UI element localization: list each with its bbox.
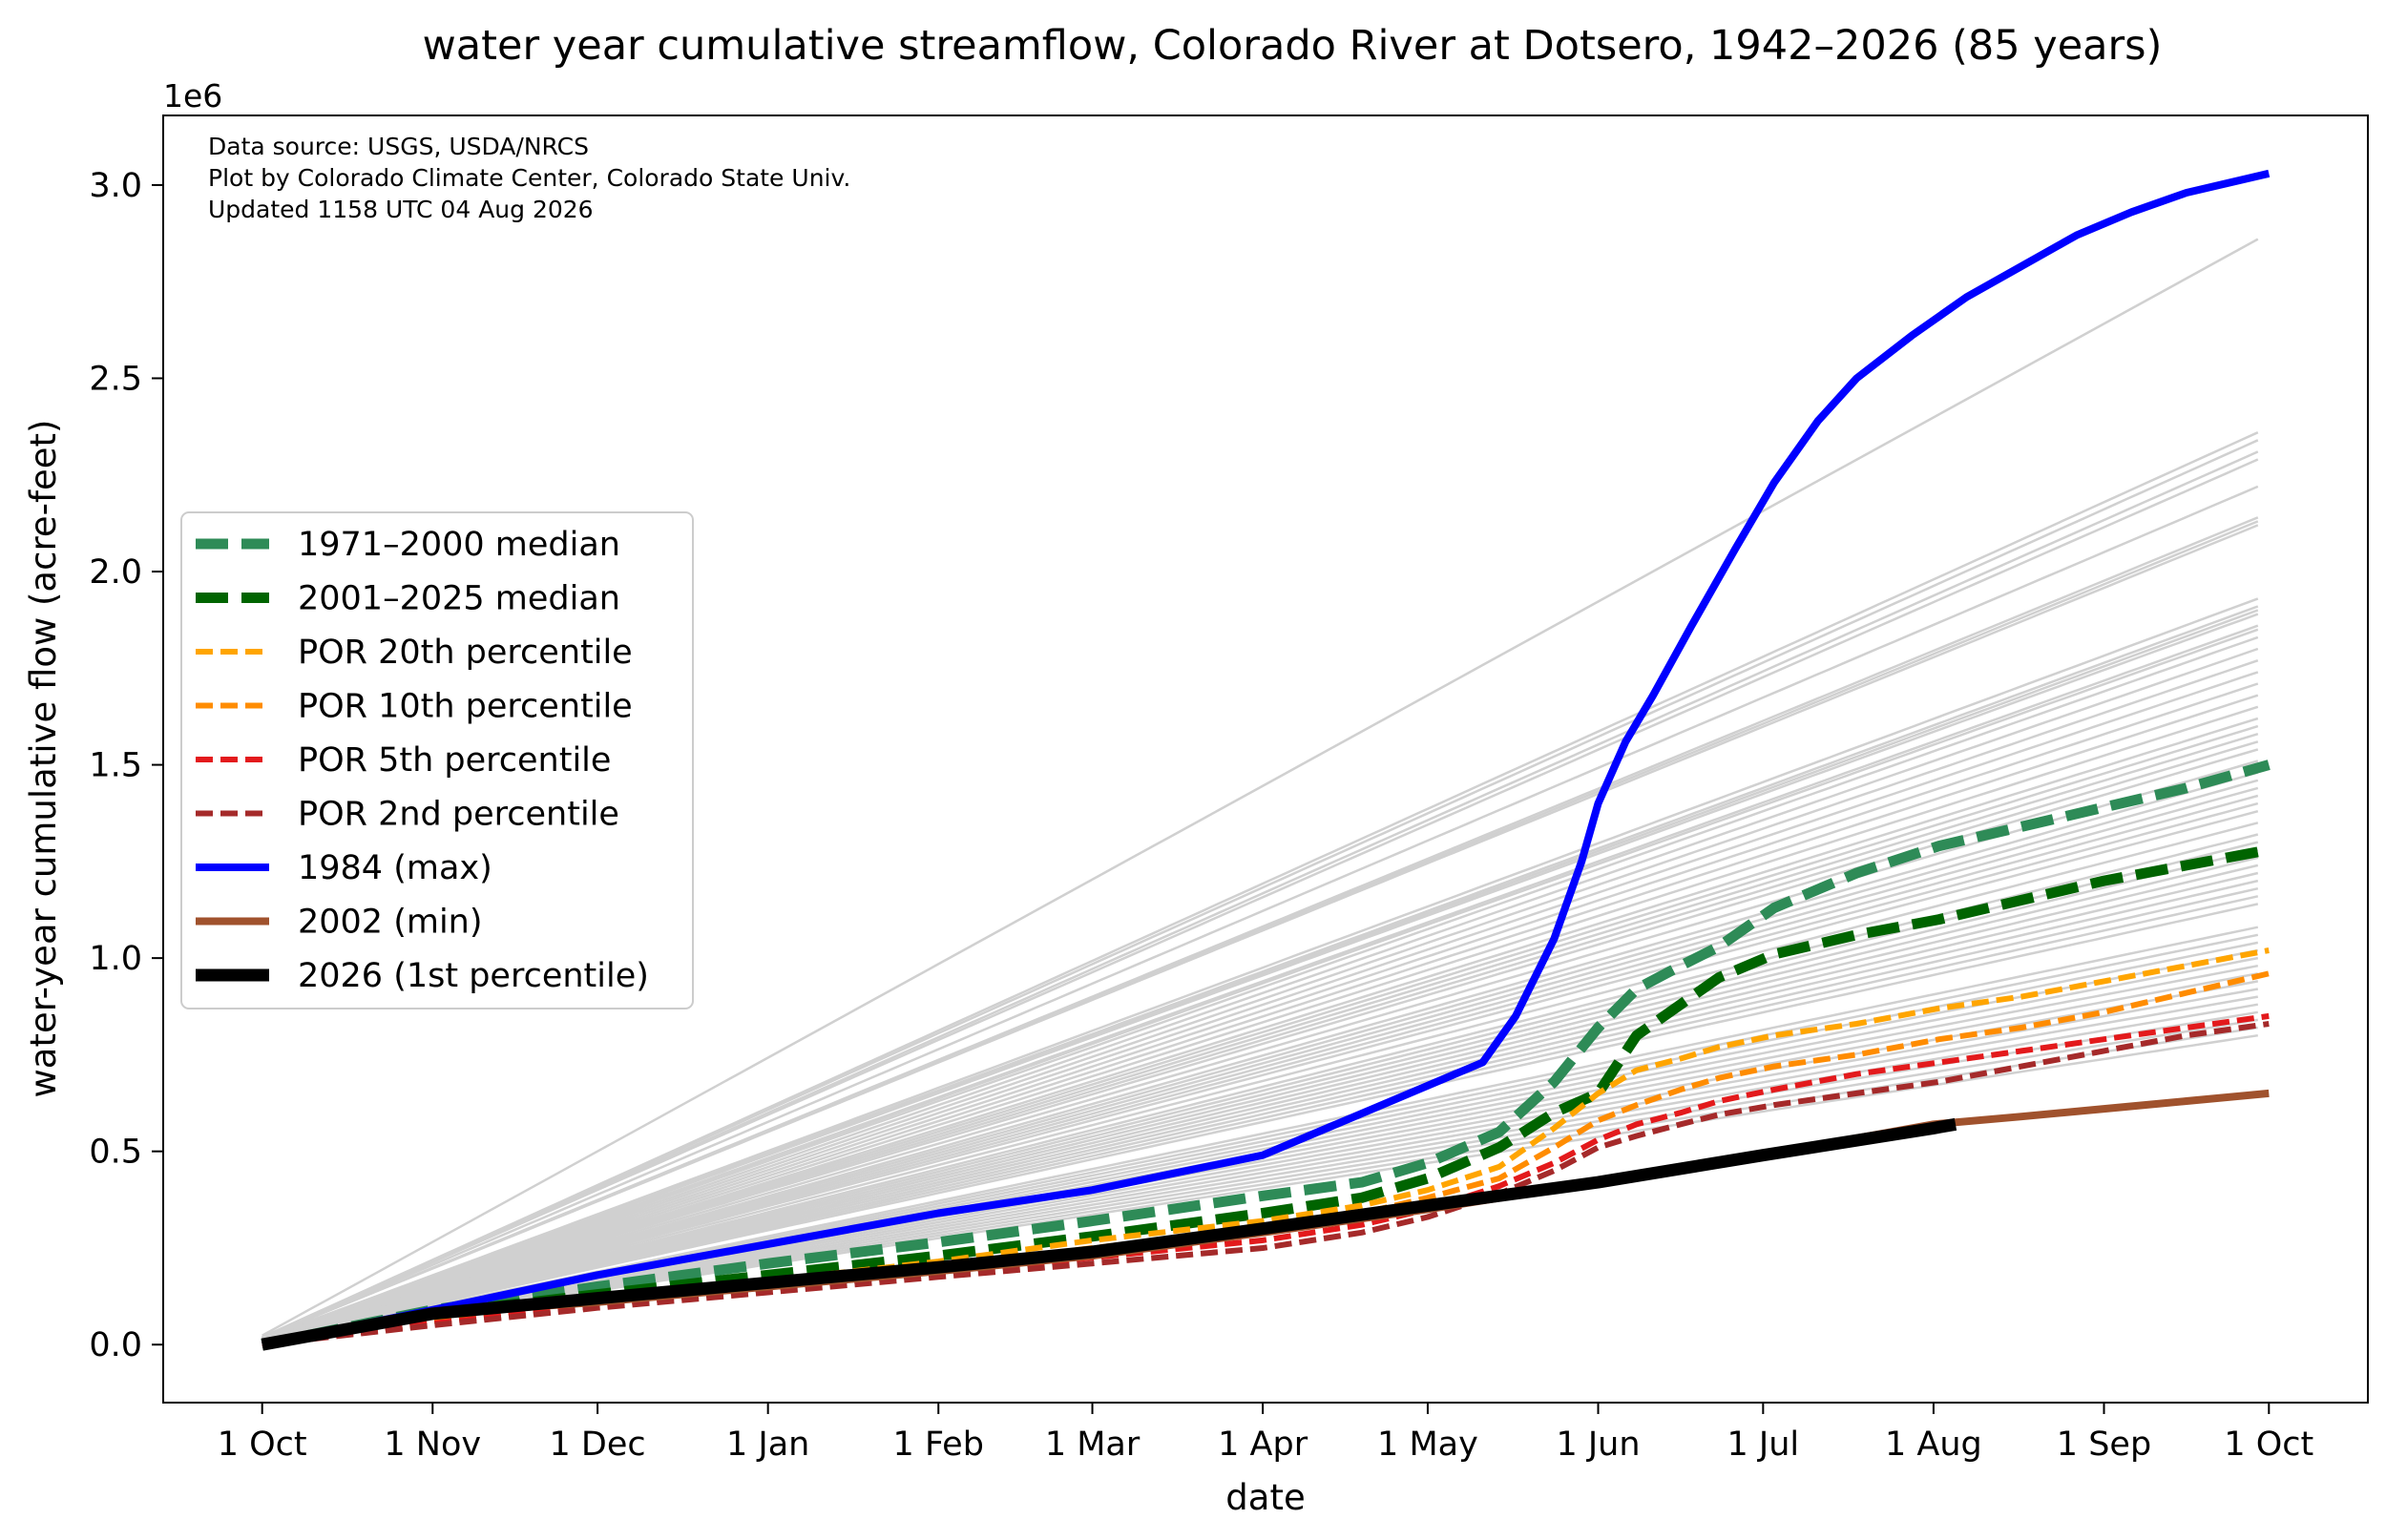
x-tick-label: 1 Apr xyxy=(1218,1426,1308,1464)
background-year-line xyxy=(262,597,2259,1340)
background-year-line xyxy=(262,458,2259,1339)
background-year-line xyxy=(262,733,2259,1342)
legend-label: 2002 (min) xyxy=(298,904,483,942)
legend-label: 1984 (max) xyxy=(298,849,492,887)
background-year-line xyxy=(262,613,2259,1341)
legend-label: 2026 (1st percentile) xyxy=(298,957,649,995)
background-year-line xyxy=(262,848,2259,1342)
background-year-line xyxy=(262,786,2259,1342)
background-year-line xyxy=(262,822,2259,1342)
background-year-line xyxy=(262,886,2259,1342)
note-line-1: Data source: USGS, USDA/NRCS xyxy=(208,133,589,160)
background-year-line xyxy=(262,485,2259,1340)
background-year-line xyxy=(262,659,2259,1341)
data-source-note: Data source: USGS, USDA/NRCS Plot by Col… xyxy=(208,133,850,223)
background-year-line xyxy=(262,740,2259,1342)
chart-title: water year cumulative streamflow, Colora… xyxy=(423,22,2163,70)
x-axis: 1 Oct 1 Nov 1 Dec 1 Jan 1 Feb 1 Mar 1 Apr 1 May… xyxy=(218,1403,2313,1464)
x-tick-label: 1 Nov xyxy=(384,1426,481,1464)
y-tick-label: 0.5 xyxy=(89,1134,142,1172)
plot-area xyxy=(162,114,2369,1404)
note-line-3: Updated 1158 UTC 04 Aug 2026 xyxy=(208,196,594,223)
background-year-line xyxy=(262,760,2259,1342)
x-tick-label: 1 Sep xyxy=(2057,1426,2151,1464)
series-line xyxy=(261,844,2271,1350)
background-year-line xyxy=(262,705,2259,1341)
background-year-line xyxy=(262,635,2259,1341)
background-year-line xyxy=(262,794,2259,1342)
background-year-line xyxy=(262,647,2259,1341)
y-tick-label: 1.5 xyxy=(89,747,142,785)
note-line-2: Plot by Colorado Climate Center, Colorad… xyxy=(208,164,850,192)
background-year-line xyxy=(262,524,2259,1340)
background-year-line xyxy=(262,682,2259,1341)
background-year-line xyxy=(262,801,2259,1342)
x-tick-label: 1 May xyxy=(1377,1426,1478,1464)
background-year-line xyxy=(262,856,2259,1342)
x-tick-label: 1 Oct xyxy=(218,1426,307,1464)
series-lines xyxy=(261,169,2271,1351)
legend-label: POR 2nd percentile xyxy=(298,796,619,834)
y-axis: 0.0 0.5 1.0 1.5 2.0 2.5 3.0 xyxy=(89,167,163,1364)
x-tick-label: 1 Feb xyxy=(893,1426,984,1464)
background-year-line xyxy=(262,431,2259,1339)
background-year-line xyxy=(262,694,2259,1341)
series-line xyxy=(261,1117,1957,1351)
x-tick-label: 1 Jul xyxy=(1727,1426,1800,1464)
x-tick-label: 1 Oct xyxy=(2224,1426,2313,1464)
background-year-line xyxy=(262,895,2259,1342)
legend-label: 2001–2025 median xyxy=(298,580,620,618)
y-tick-label: 1.0 xyxy=(89,940,142,978)
background-year-line xyxy=(262,439,2259,1339)
background-year-line xyxy=(262,809,2259,1342)
background-year-line xyxy=(262,864,2259,1342)
background-year-line xyxy=(262,879,2259,1342)
legend-box xyxy=(180,511,694,1009)
background-year-line xyxy=(262,771,2259,1342)
y-multiplier-label: 1e6 xyxy=(163,77,222,114)
y-tick-label: 3.0 xyxy=(89,167,142,205)
background-year-line xyxy=(262,671,2259,1341)
x-tick-label: 1 Jun xyxy=(1556,1426,1640,1464)
legend-label: POR 5th percentile xyxy=(298,741,611,780)
x-tick-label: 1 Jan xyxy=(726,1426,809,1464)
y-axis-label: water-year cumulative flow (acre-feet) xyxy=(23,420,64,1098)
x-axis-label: date xyxy=(1225,1477,1305,1518)
background-year-line xyxy=(262,717,2259,1342)
legend-label: POR 10th percentile xyxy=(298,688,633,726)
background-year-line xyxy=(262,628,2259,1341)
y-tick-label: 2.0 xyxy=(89,553,142,592)
series-line xyxy=(262,1021,2270,1348)
series-line xyxy=(261,169,2271,1349)
background-year-line xyxy=(262,903,2259,1342)
series-line xyxy=(262,1012,2270,1348)
y-tick-label: 0.0 xyxy=(89,1326,142,1364)
x-tick-label: 1 Aug xyxy=(1885,1426,1982,1464)
x-tick-label: 1 Dec xyxy=(550,1426,646,1464)
legend-label: POR 20th percentile xyxy=(298,634,633,672)
background-year-line xyxy=(262,748,2259,1342)
background-year-line xyxy=(262,871,2259,1342)
background-year-line xyxy=(262,724,2259,1342)
background-year-line xyxy=(262,450,2259,1339)
series-line xyxy=(261,760,2271,1350)
x-tick-label: 1 Mar xyxy=(1045,1426,1141,1464)
legend: 1971–2000 median 2001–2025 median POR 20th… xyxy=(180,511,694,1009)
background-year-line xyxy=(262,238,2259,1337)
plot-frame xyxy=(162,114,2369,1404)
legend-label: 1971–2000 median xyxy=(298,526,620,564)
background-year-line xyxy=(262,779,2259,1342)
y-tick-label: 2.5 xyxy=(89,360,142,398)
